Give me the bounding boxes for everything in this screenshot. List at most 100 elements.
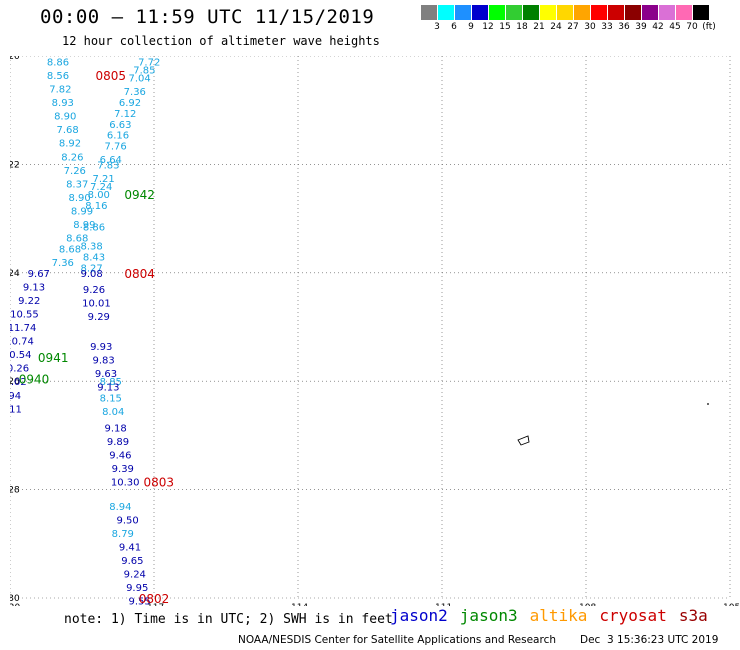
wave-height-value: 8.68	[66, 234, 88, 245]
wave-height-value: 8.94	[109, 502, 131, 513]
colorbar-swatch	[693, 5, 710, 20]
wave-height-value: 8.43	[83, 253, 105, 264]
x-tick-label: -108	[576, 603, 597, 606]
generated-timestamp: Dec 3 15:36:23 UTC 2019	[580, 634, 719, 646]
colorbar-label: 15	[499, 22, 511, 32]
wave-height-value: 8.68	[59, 244, 81, 255]
wave-height-value: 9.18	[104, 423, 126, 434]
wave-height-value: 7.85	[133, 66, 155, 77]
colorbar-swatch	[642, 5, 659, 20]
wave-height-value: 8.90	[54, 112, 76, 123]
colorbar-swatch	[625, 5, 642, 20]
wave-height-value: 8.04	[102, 407, 124, 418]
colorbar-label: 18	[516, 22, 528, 32]
colorbar-swatch	[472, 5, 489, 20]
wave-height-value: 6.63	[109, 120, 131, 131]
wave-height-value: 10.30	[111, 477, 140, 488]
y-tick-label: -20	[10, 56, 20, 62]
x-tick-label: -117	[144, 603, 164, 606]
wave-height-value: 7.36	[124, 87, 146, 98]
axis-tick-labels: -120 -117 -114 -111 -108 -105 -20 -22 -24 -26 -28 -…	[10, 56, 740, 606]
wave-height-value: 8.38	[80, 242, 102, 253]
wave-height-value: 8.56	[47, 71, 69, 82]
colorbar-swatch	[608, 5, 625, 20]
wave-height-value: 7.76	[104, 141, 126, 152]
y-tick-label: -24	[10, 269, 20, 279]
colorbar-swatch	[523, 5, 540, 20]
colorbar-label: 45	[669, 22, 681, 32]
wave-height-value: 9.95	[126, 583, 148, 594]
colorbar-swatch	[591, 5, 608, 20]
wave-height-labels: 7.727.857.047.366.927.126.636.167.766.64…	[10, 57, 160, 606]
wave-height-value: 9.93	[90, 342, 112, 353]
wave-height-value: 9.24	[124, 570, 146, 581]
wave-height-value: 8.26	[61, 152, 83, 163]
colorbar-swatch	[421, 5, 438, 20]
mission-label: cryosat	[599, 606, 667, 625]
mission-label: altika	[529, 606, 588, 625]
colorbar-label: 21	[533, 22, 545, 32]
colorbar	[421, 5, 710, 20]
wave-height-value: 8.27	[80, 263, 102, 274]
wave-height-value: 9.41	[119, 543, 141, 554]
wave-height-value: 8.99	[71, 206, 93, 217]
wave-height-value: 9.55	[128, 597, 150, 606]
y-tick-label: -22	[10, 160, 20, 170]
wave-height-value: 7.36	[52, 258, 74, 269]
y-tick-label: -28	[10, 486, 20, 496]
wave-height-value: 8.90	[68, 193, 90, 204]
wave-height-value: 9.26	[83, 285, 105, 296]
mission-label: jason3	[459, 606, 518, 625]
wave-height-value: 8.99	[73, 220, 95, 231]
mission-label: s3a	[678, 606, 708, 625]
colorbar-label: 39	[635, 22, 647, 32]
y-tick-label: -30	[10, 594, 20, 604]
wave-height-value: 8.15	[100, 393, 122, 404]
easter-island-shape	[517, 435, 530, 446]
colorbar-swatch	[540, 5, 557, 20]
wave-height-value: 7.82	[49, 85, 71, 96]
wave-height-value: 11.74	[10, 323, 36, 334]
wave-height-value: 8.85	[100, 377, 122, 388]
colorbar-swatch	[455, 5, 472, 20]
wave-height-value: 8.93	[52, 98, 74, 109]
y-tick-label: -26	[10, 377, 20, 387]
colorbar-label: 24	[550, 22, 562, 32]
colorbar-label: 27	[567, 22, 579, 32]
colorbar-label: 12	[482, 22, 494, 32]
wave-height-value: 10.11	[10, 404, 22, 415]
wave-height-value: 8.79	[112, 529, 134, 540]
pass-time-labels: 0805 0942 0804 0941 0940 0803 0802	[19, 69, 174, 606]
wave-height-value: 6.16	[107, 131, 129, 142]
colorbar-label: 36	[618, 22, 630, 32]
colorbar-label: 6	[451, 22, 457, 32]
wave-height-value: 7.26	[64, 166, 86, 177]
pass-time-label: 0804	[124, 267, 155, 281]
wave-height-value: 9.39	[112, 464, 134, 475]
wave-height-value: 7.12	[114, 109, 136, 120]
pass-time-label: 0941	[38, 351, 69, 365]
wave-height-value: 7.24	[90, 182, 112, 193]
colorbar-swatch	[574, 5, 591, 20]
wave-height-value: 10.26	[10, 364, 29, 375]
wave-height-value: 8.86	[83, 223, 105, 234]
wave-height-value: 9.29	[88, 312, 110, 323]
pass-time-label: 0940	[19, 372, 50, 386]
wave-height-value: 9.67	[28, 269, 50, 280]
wave-height-value: 10.54	[10, 350, 32, 361]
wave-height-value: 10.74	[10, 337, 34, 348]
wave-height-value: 8.37	[66, 179, 88, 190]
wave-height-value: 6.92	[119, 98, 141, 109]
colorbar-swatch	[506, 5, 523, 20]
grid-lines	[10, 56, 731, 599]
mission-legend: jason2 jason3 altika cryosat s3a	[390, 606, 708, 625]
wave-height-value: 9.63	[95, 369, 117, 380]
wave-height-value: 7.04	[128, 74, 150, 85]
pass-time-label: 0802	[139, 592, 170, 606]
colorbar-swatch	[659, 5, 676, 20]
wave-height-value: 7.83	[97, 160, 119, 171]
wave-height-value: 9.50	[116, 515, 138, 526]
wave-height-value: 11.02	[10, 377, 27, 388]
wave-height-value: 9.22	[18, 296, 40, 307]
x-tick-label: -114	[288, 603, 309, 606]
